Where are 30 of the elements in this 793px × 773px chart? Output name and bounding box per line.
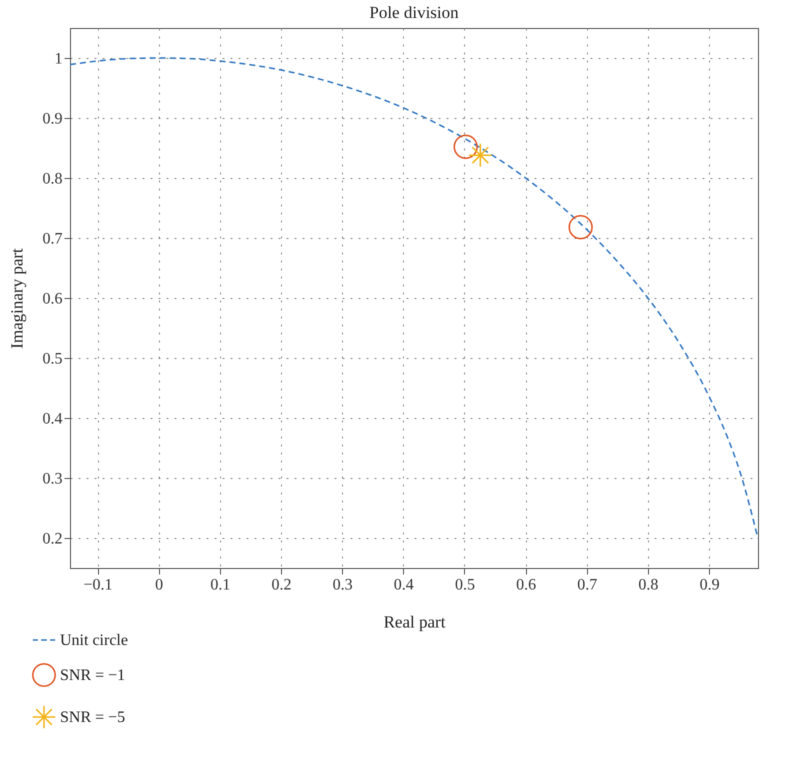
x-tick-label: 0.3: [332, 576, 353, 594]
y-tick-label: 0.2: [42, 530, 62, 548]
x-tick-label: 0: [155, 576, 164, 594]
y-tick-label: 0.8: [42, 170, 62, 188]
legend-label: SNR = −5: [60, 709, 126, 726]
y-tick-label: 0.6: [42, 290, 62, 308]
point: [454, 134, 478, 159]
y-tick-label: 0.3: [42, 470, 62, 488]
x-tick-label: −0.1: [84, 576, 113, 594]
y-tick-label: 0.5: [42, 350, 62, 368]
y-tick-label: 0.9: [42, 110, 62, 128]
x-tick-label: 0.9: [700, 576, 720, 594]
x-tick-label: 0.6: [516, 576, 536, 594]
x-tick-label: 0.5: [454, 576, 475, 594]
x-tick-label: 0.2: [271, 576, 292, 594]
x-tick-label: 0.1: [210, 576, 230, 594]
x-tick-label: 0.8: [638, 576, 658, 594]
y-axis-title: Imaginary part: [8, 248, 26, 349]
point: [568, 215, 593, 240]
chart-title: Pole division: [369, 3, 460, 22]
y-tick-label: 0.4: [42, 410, 62, 428]
x-tick-label: 0.4: [394, 576, 414, 594]
y-tick-label: 1: [54, 50, 62, 68]
legend-label: SNR = −1: [60, 667, 126, 684]
point: [468, 143, 493, 168]
legend-label: Unit circle: [60, 632, 128, 649]
y-tick-label: 0.7: [42, 230, 62, 248]
line-series: [69, 57, 759, 540]
x-axis-title: Real part: [384, 612, 446, 632]
x-tick-label: 0.7: [577, 576, 598, 594]
